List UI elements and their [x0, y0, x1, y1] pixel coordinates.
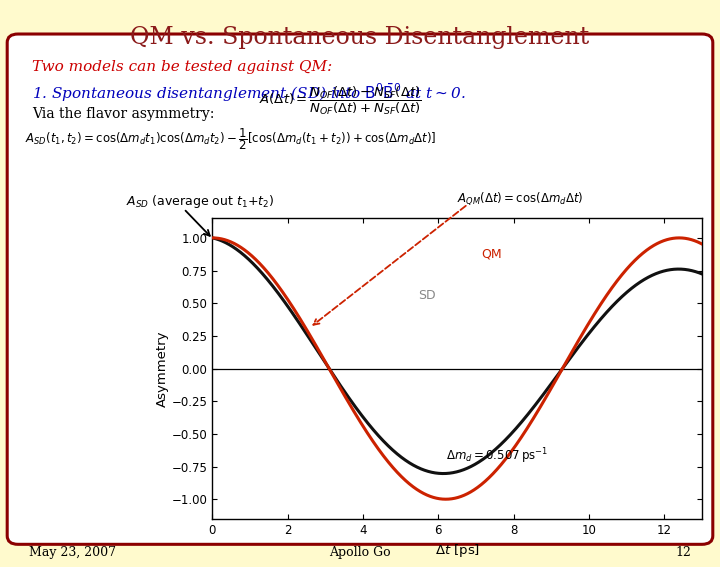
Text: $A_{SD}$ (average out $t_1$+$t_2$): $A_{SD}$ (average out $t_1$+$t_2$)	[126, 193, 274, 210]
Text: $A_{QM}(\Delta t){=}\cos(\Delta m_d\Delta t)$: $A_{QM}(\Delta t){=}\cos(\Delta m_d\Delt…	[457, 190, 584, 207]
Text: Two models can be tested against QM:: Two models can be tested against QM:	[32, 60, 333, 74]
Text: $A_{SD}(t_1,t_2) = \cos(\Delta m_d t_1)\cos(\Delta m_d t_2) - \dfrac{1}{2}[\cos(: $A_{SD}(t_1,t_2) = \cos(\Delta m_d t_1)\…	[25, 126, 437, 152]
Text: Via the flavor asymmetry:: Via the flavor asymmetry:	[32, 107, 215, 121]
Text: Apollo Go: Apollo Go	[329, 547, 391, 559]
Text: QM: QM	[482, 247, 503, 260]
Text: 12: 12	[675, 547, 691, 559]
Text: $A(\Delta t) = \dfrac{N_{OF}(\Delta t) - N_{SF}(\Delta t)}{N_{OF}(\Delta t) + N_: $A(\Delta t) = \dfrac{N_{OF}(\Delta t) -…	[259, 84, 422, 117]
Text: May 23, 2007: May 23, 2007	[29, 547, 116, 559]
X-axis label: $\Delta t$ [ps]: $\Delta t$ [ps]	[435, 542, 480, 559]
Text: SD: SD	[418, 289, 436, 302]
Text: QM vs. Spontaneous Disentanglement: QM vs. Spontaneous Disentanglement	[130, 26, 590, 49]
Text: 1. Spontaneous disentanglement (SD) into $\mathrm{B}^0\bar{\mathrm{B}}^0$ at t$\: 1. Spontaneous disentanglement (SD) into…	[32, 82, 466, 104]
Y-axis label: Asymmetry: Asymmetry	[156, 331, 169, 407]
Text: $\Delta m_d = 0.507\,\mathrm{ps}^{-1}$: $\Delta m_d = 0.507\,\mathrm{ps}^{-1}$	[446, 446, 548, 466]
